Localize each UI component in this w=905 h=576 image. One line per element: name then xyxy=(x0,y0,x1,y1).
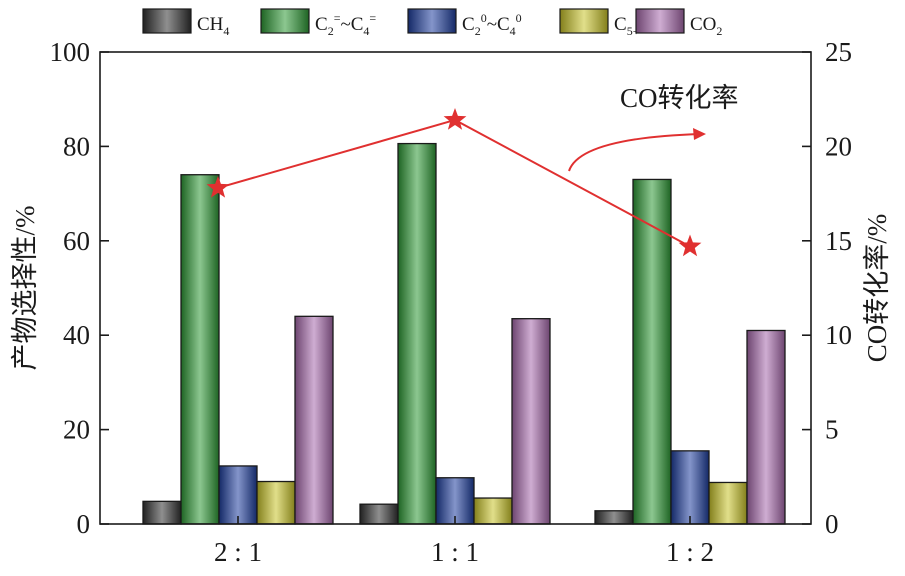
axis-ticks: 0 20 40 60 80 100 0 5 10 15 20 25 2 : 1 1 : 1 1 : 2 xyxy=(50,37,853,567)
y-axis-title-left: 产物选择性/% xyxy=(10,206,40,371)
y-tick-label-left: 40 xyxy=(63,320,90,350)
conversion-line xyxy=(217,118,691,248)
y-tick-label-left: 100 xyxy=(50,37,91,67)
bar-CH4-1 xyxy=(142,500,182,525)
legend-swatch xyxy=(407,8,457,34)
legend: CH4 C2=~C4= C20~C40 C5+ CO2 xyxy=(142,8,722,38)
conversion-point-1 xyxy=(206,175,230,198)
x-tick-label: 1 : 1 xyxy=(431,537,479,567)
bar-CH4-2 xyxy=(359,503,399,525)
legend-label: C2=~C4= xyxy=(315,11,376,38)
bar-C5+-3 xyxy=(708,481,748,525)
legend-label: CH4 xyxy=(197,14,229,38)
bar-C2=~C4=-1 xyxy=(180,174,220,525)
y-tick-label-right: 10 xyxy=(825,320,852,350)
bar-CH4-3 xyxy=(594,510,634,525)
bar-CO2-2 xyxy=(511,318,551,525)
legend-swatch xyxy=(142,8,192,34)
y-axis-title-right: CO转化率/% xyxy=(862,214,892,363)
y-tick-label-left: 20 xyxy=(63,415,90,445)
x-tick-label: 1 : 2 xyxy=(666,537,714,567)
bar-CO2-3 xyxy=(746,329,786,525)
bar-C20~C40-1 xyxy=(218,465,258,525)
y-tick-label-right: 0 xyxy=(825,509,839,539)
x-tick-label: 2 : 1 xyxy=(214,537,262,567)
annotation-arrowhead xyxy=(693,128,706,140)
bar-C2=~C4=-2 xyxy=(397,142,437,525)
bar-CO2-1 xyxy=(294,315,334,525)
y-tick-label-right: 25 xyxy=(825,37,852,67)
legend-label: C20~C40 xyxy=(462,11,522,38)
conversion-point-3 xyxy=(678,234,702,257)
y-tick-label-right: 20 xyxy=(825,131,852,161)
conversion-annotation: CO转化率 xyxy=(620,83,739,113)
legend-label: CO2 xyxy=(690,14,722,38)
conversion-point-2 xyxy=(443,108,467,130)
bar-C5+-2 xyxy=(473,497,513,525)
y-tick-label-left: 60 xyxy=(63,226,90,256)
annotation-arrow xyxy=(568,133,701,172)
legend-swatch xyxy=(559,8,609,34)
bar-C2=~C4=-3 xyxy=(632,178,672,525)
bar-group xyxy=(142,142,786,525)
conversion-series xyxy=(206,108,702,257)
y-tick-label-left: 0 xyxy=(77,509,91,539)
legend-swatch xyxy=(260,8,310,34)
bar-C5+-1 xyxy=(256,480,296,525)
y-tick-label-right: 5 xyxy=(825,415,839,445)
y-tick-label-left: 80 xyxy=(63,131,90,161)
bar-C20~C40-3 xyxy=(670,450,710,525)
y-tick-label-right: 15 xyxy=(825,226,852,256)
legend-swatch xyxy=(635,8,685,34)
